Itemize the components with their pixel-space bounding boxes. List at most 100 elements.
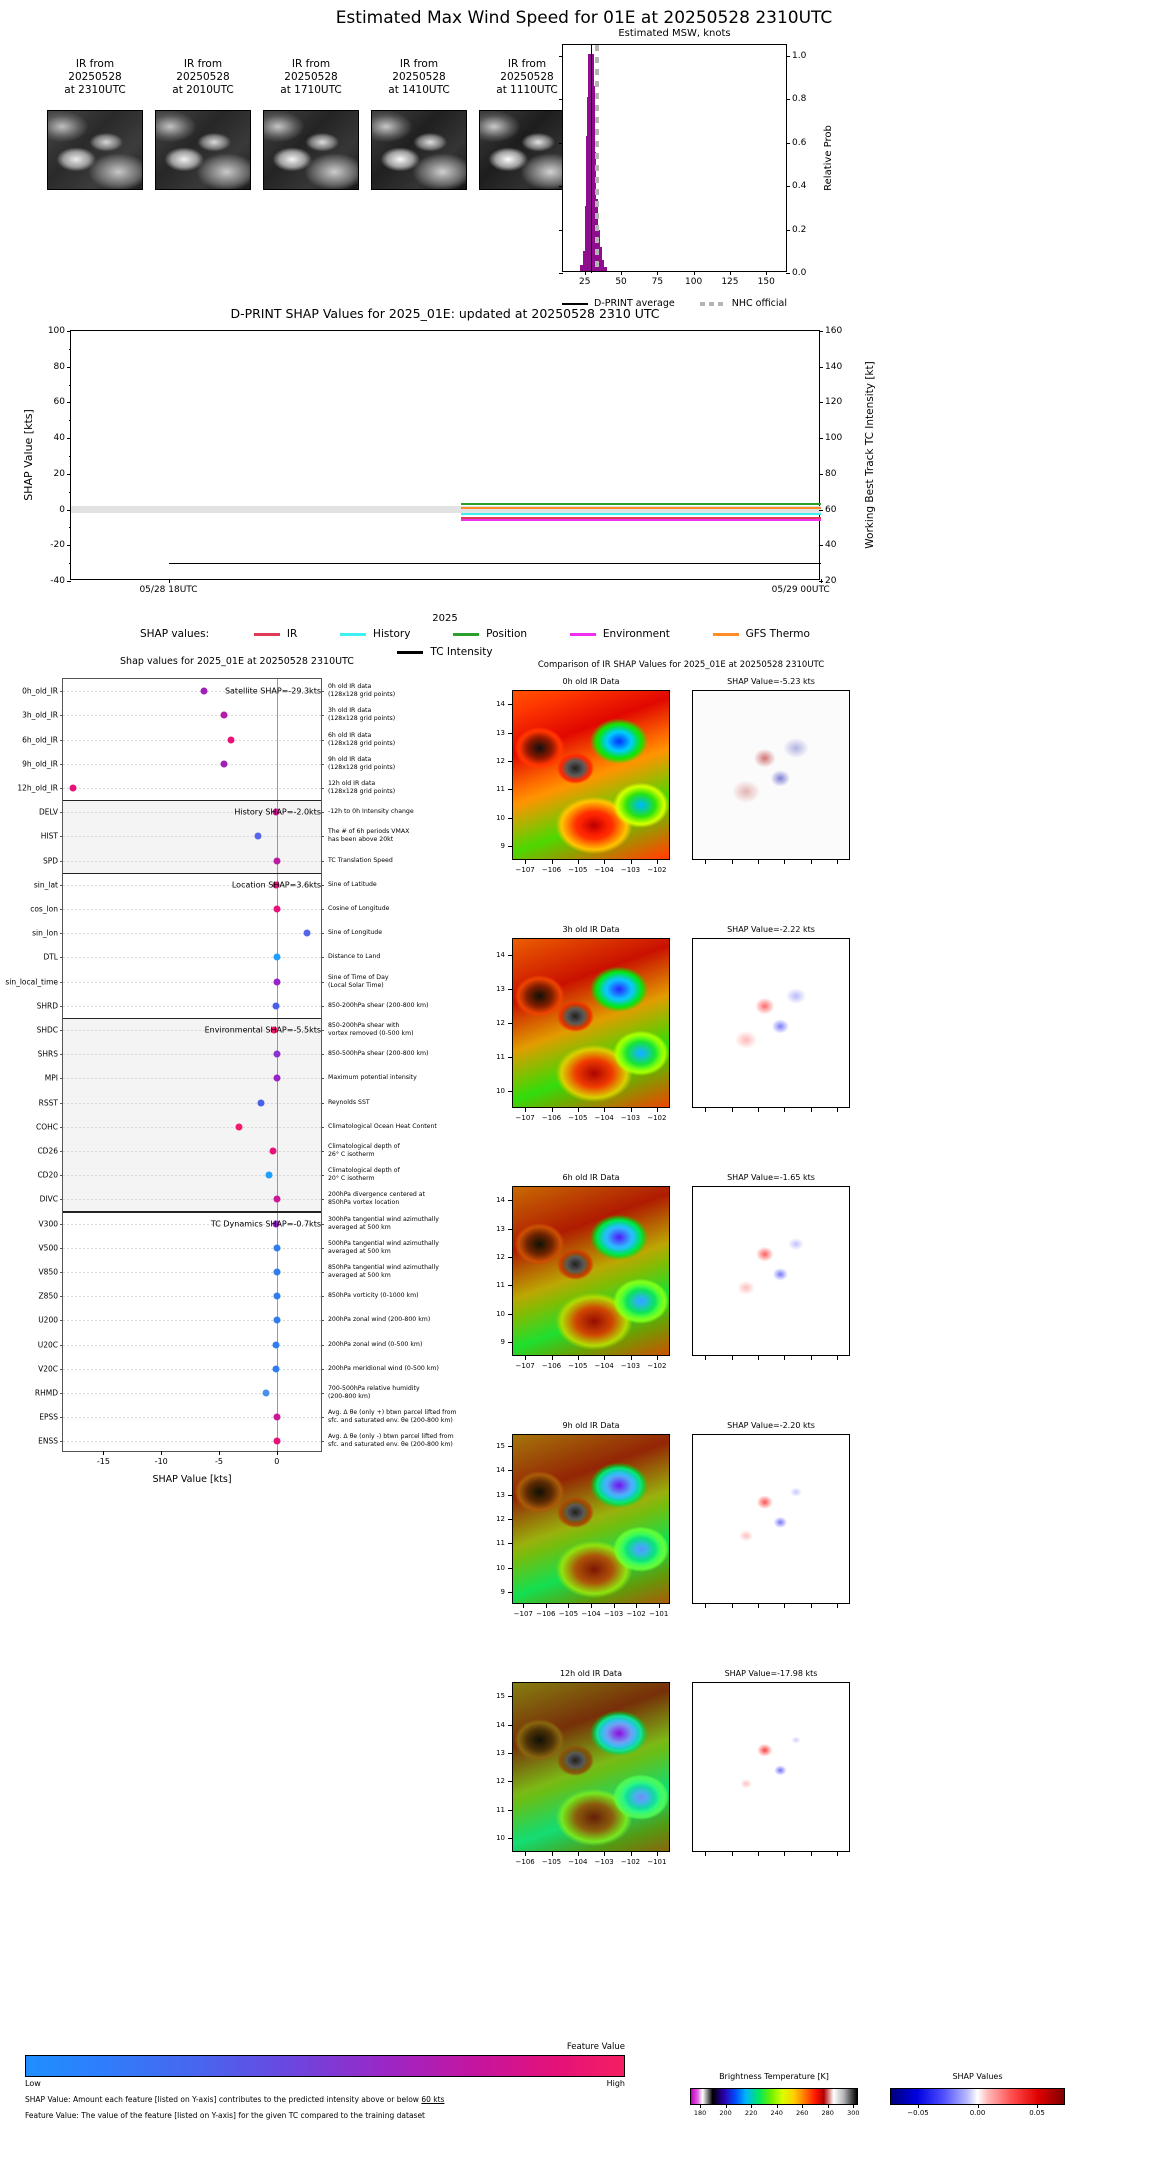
beeswarm-feature-label: CD20 xyxy=(37,1170,58,1180)
beeswarm-point xyxy=(272,1365,280,1373)
beeswarm-row-grid xyxy=(63,1126,321,1128)
ir-xtick xyxy=(656,1852,658,1856)
beeswarm-ytick xyxy=(60,1223,63,1225)
beeswarm-feature-description: Climatological depth of 20° C isotherm xyxy=(328,1167,400,1183)
ir-ytick xyxy=(508,1837,512,1839)
ir-xtick xyxy=(604,1852,606,1856)
page-title: Estimated Max Wind Speed for 01E at 2025… xyxy=(335,8,833,28)
ir-ytick-label: 11 xyxy=(496,1053,505,1061)
beeswarm-point xyxy=(272,1220,280,1227)
ts-ytick-left xyxy=(67,331,71,332)
ir-xtick xyxy=(591,1604,592,1608)
ir-ytick-label: 12 xyxy=(496,1019,505,1027)
beeswarm-desc-tick xyxy=(321,1126,324,1128)
histogram-ytick-label: 0.2 xyxy=(792,224,807,235)
ir-caption-line: IR from xyxy=(291,58,331,70)
beeswarm-row-grid xyxy=(63,1247,321,1249)
shap-value-title: SHAP Value=-17.98 kts xyxy=(724,1669,818,1678)
beeswarm-row-grid xyxy=(63,1102,321,1104)
beeswarm-xtick-label: -10 xyxy=(154,1457,168,1467)
beeswarm-row-grid xyxy=(63,933,321,935)
ts-ytick-left-label: 100 xyxy=(47,326,65,336)
beeswarm-feature-label: sin_lat xyxy=(33,880,58,890)
ts-ytick-left xyxy=(67,473,71,475)
beeswarm-feature-description: 200hPa divergence centered at 850hPa vor… xyxy=(328,1191,426,1207)
shap-heatmap-image xyxy=(692,1186,850,1356)
beeswarm-point xyxy=(270,1026,278,1034)
beeswarm-feature-label: U200 xyxy=(38,1315,58,1325)
beeswarm-point xyxy=(269,1147,277,1155)
ir-thumbnail-image xyxy=(263,110,359,190)
beeswarm-desc-tick xyxy=(321,691,324,693)
legend-label: Environment xyxy=(602,628,670,640)
beeswarm-group-separator xyxy=(63,872,321,874)
beeswarm-point xyxy=(272,1002,280,1010)
beeswarm-plot-area: 0h_old_IR 0h old IR data (128x128 grid po… xyxy=(5,678,457,1466)
beeswarm-desc-tick xyxy=(321,1296,324,1298)
histogram-ytick xyxy=(786,273,790,274)
shap-timeseries-title: D-PRINT SHAP Values for 2025_01E: update… xyxy=(230,306,660,321)
ts-ytick-minor xyxy=(69,456,71,457)
beeswarm-row-grid xyxy=(63,957,321,959)
beeswarm-feature-description: 3h old IR data (128x128 grid points) xyxy=(328,707,396,723)
ir-ytick xyxy=(508,1696,512,1698)
legend-item: GFS Thermo xyxy=(712,628,810,640)
ir-xtick xyxy=(577,1108,579,1112)
legend-color-swatch xyxy=(253,632,280,636)
ir-ytick xyxy=(508,1724,512,1726)
ir-ytick xyxy=(508,1567,512,1569)
beeswarm-point xyxy=(265,1171,273,1179)
bt-colorbar-tick-label: 240 xyxy=(770,2109,783,2117)
beeswarm-feature-description: Avg. Δ θe (only -) btwn parcel lifted fr… xyxy=(328,1433,454,1449)
ir-xtick-label: −102 xyxy=(647,1362,667,1370)
ir-xtick-label: −107 xyxy=(515,1362,535,1370)
ir-ytick-label: 9 xyxy=(500,1587,505,1596)
legend-item: D-PRINT average xyxy=(562,298,675,309)
beeswarm-desc-tick xyxy=(321,1054,324,1056)
ir-data-image xyxy=(512,1186,670,1356)
ir-xtick xyxy=(545,1604,547,1608)
ts-ytick-right-label: 60 xyxy=(825,504,837,515)
beeswarm-ytick xyxy=(60,1417,63,1419)
ir-xtick-label: −105 xyxy=(568,1362,588,1370)
beeswarm-feature-description: Cosine of Longitude xyxy=(328,904,390,912)
ir-caption-line: 20250528 xyxy=(284,71,338,83)
shap-xtick xyxy=(810,860,812,864)
ir-caption-line: IR from xyxy=(507,58,547,70)
shap-series-line xyxy=(168,562,821,565)
ir-xtick-label: −106 xyxy=(515,1858,535,1866)
beeswarm-row-grid xyxy=(63,1320,321,1322)
beeswarm-desc-tick xyxy=(321,787,324,789)
ir-xtick xyxy=(525,1108,527,1112)
ir-ytick-label: 12 xyxy=(496,1515,505,1523)
ts-legend-row-2: TC Intensity xyxy=(70,646,820,658)
ts-ylabel-left: SHAP Value [kts] xyxy=(22,409,35,501)
ts-ytick-right xyxy=(819,402,823,404)
ir-xtick xyxy=(630,1852,632,1856)
ir-caption-line: IR from xyxy=(75,58,115,70)
beeswarm-feature-description: Sine of Time of Day (Local Solar Time) xyxy=(328,973,389,989)
histogram-ytick-left xyxy=(559,142,563,144)
beeswarm-row-grid xyxy=(63,1029,321,1031)
beeswarm-feature-label: U20C xyxy=(37,1340,58,1349)
beeswarm-point xyxy=(273,978,281,985)
beeswarm-desc-tick xyxy=(321,1417,324,1419)
ir-ytick-label: 15 xyxy=(496,1442,505,1451)
ir-caption-line: 20250528 xyxy=(392,71,446,83)
shap-series-line xyxy=(461,517,821,520)
histogram-ytick xyxy=(786,229,790,231)
ir-ytick-label: 13 xyxy=(496,728,505,737)
ir-xtick xyxy=(525,860,527,864)
ir-xtick xyxy=(658,1604,660,1608)
ir-comparison-title: Comparison of IR SHAP Values for 2025_01… xyxy=(537,660,825,670)
beeswarm-row-grid xyxy=(63,1175,321,1177)
beeswarm-group-label: TC Dynamics SHAP=-0.7kts xyxy=(210,1219,321,1228)
histogram-ytick-left xyxy=(559,55,563,57)
histogram-bar xyxy=(600,266,607,271)
beeswarm-row-grid xyxy=(63,715,321,717)
ts-xtick xyxy=(821,579,822,583)
beeswarm-xtick-label: -15 xyxy=(96,1457,110,1467)
ir-xtick xyxy=(523,1604,525,1608)
ir-ytick xyxy=(508,1341,512,1343)
ir-xtick-label: −105 xyxy=(568,1114,588,1122)
